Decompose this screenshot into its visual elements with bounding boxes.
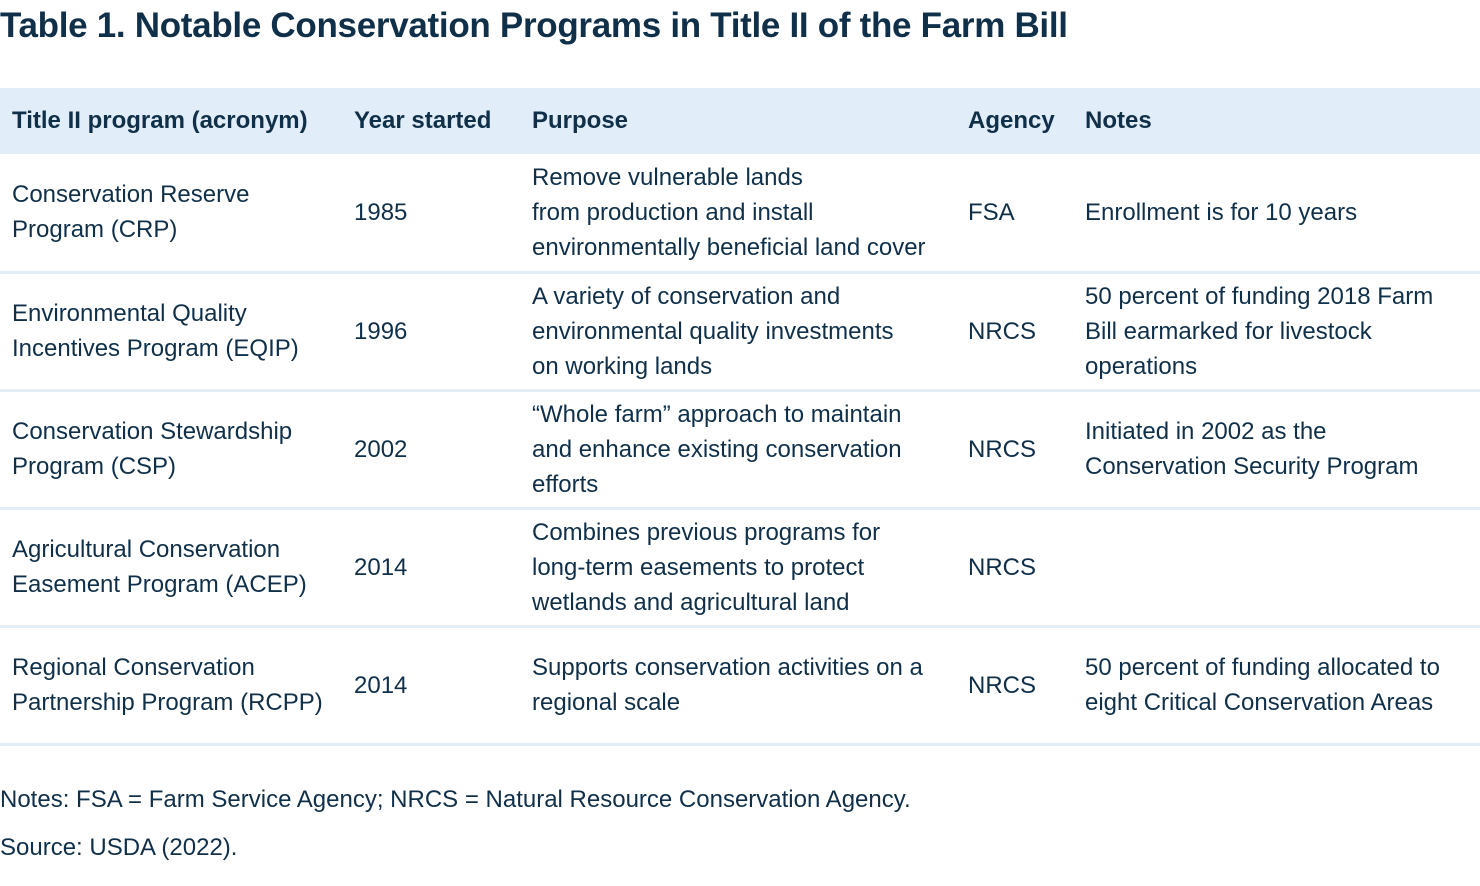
table-row: Conservation Reserve Program (CRP) 1985 … (0, 154, 1480, 272)
programs-table-container: Title II program (acronym) Year started … (0, 88, 1480, 746)
table-row: Conservation Stewardship Program (CSP) 2… (0, 390, 1480, 508)
table-source: Source: USDA (2022). (0, 834, 238, 861)
table-title: Table 1. Notable Conservation Programs i… (0, 6, 1068, 45)
cell-program: Conservation Reserve Program (CRP) (12, 181, 250, 244)
cell-purpose: “Whole farm” approach to maintain and en… (532, 400, 902, 498)
header-agency: Agency (968, 107, 1055, 134)
cell-year: 2014 (354, 671, 408, 699)
programs-table: Title II program (acronym) Year started … (0, 88, 1480, 746)
header-program: Title II program (acronym) (12, 107, 308, 134)
cell-notes: Enrollment is for 10 years (1085, 198, 1358, 226)
table-body: Conservation Reserve Program (CRP) 1985 … (0, 154, 1480, 744)
header-notes: Notes (1085, 107, 1152, 134)
cell-agency: NRCS (968, 317, 1037, 345)
cell-purpose: Supports conservation activities on a re… (532, 654, 923, 716)
cell-notes: 50 percent of funding 2018 Farm Bill ear… (1085, 282, 1434, 380)
table-footnote: Notes: FSA = Farm Service Agency; NRCS =… (0, 786, 911, 813)
cell-notes: Initiated in 2002 as the Conservation Se… (1085, 418, 1419, 480)
cell-agency: NRCS (968, 671, 1037, 699)
cell-agency: FSA (968, 198, 1015, 226)
cell-program: Conservation Stewardship Program (CSP) (12, 418, 293, 480)
header-year-started: Year started (354, 107, 492, 134)
cell-year: 2002 (354, 435, 408, 463)
cell-year: 2014 (354, 553, 408, 581)
cell-notes (1073, 508, 1480, 626)
cell-purpose: Remove vulnerable lands from production … (532, 163, 926, 261)
table-header: Title II program (acronym) Year started … (0, 88, 1480, 154)
header-row: Title II program (acronym) Year started … (0, 88, 1480, 154)
cell-agency: NRCS (968, 435, 1037, 463)
cell-year: 1996 (354, 317, 408, 345)
cell-program: Regional Conservation Partnership Progra… (12, 654, 323, 716)
header-purpose: Purpose (532, 107, 629, 134)
cell-notes: 50 percent of funding allocated to eight… (1085, 654, 1440, 716)
table-row: Environmental Quality Incentives Program… (0, 272, 1480, 390)
cell-purpose: Combines previous programs for long-term… (532, 518, 881, 616)
cell-program: Environmental Quality Incentives Program… (12, 300, 299, 362)
cell-agency: NRCS (968, 553, 1037, 581)
table-row: Agricultural Conservation Easement Progr… (0, 508, 1480, 626)
cell-year: 1985 (354, 198, 408, 226)
table-row: Regional Conservation Partnership Progra… (0, 626, 1480, 744)
cell-purpose: A variety of conservation and environmen… (532, 282, 894, 380)
cell-program: Agricultural Conservation Easement Progr… (12, 536, 307, 598)
